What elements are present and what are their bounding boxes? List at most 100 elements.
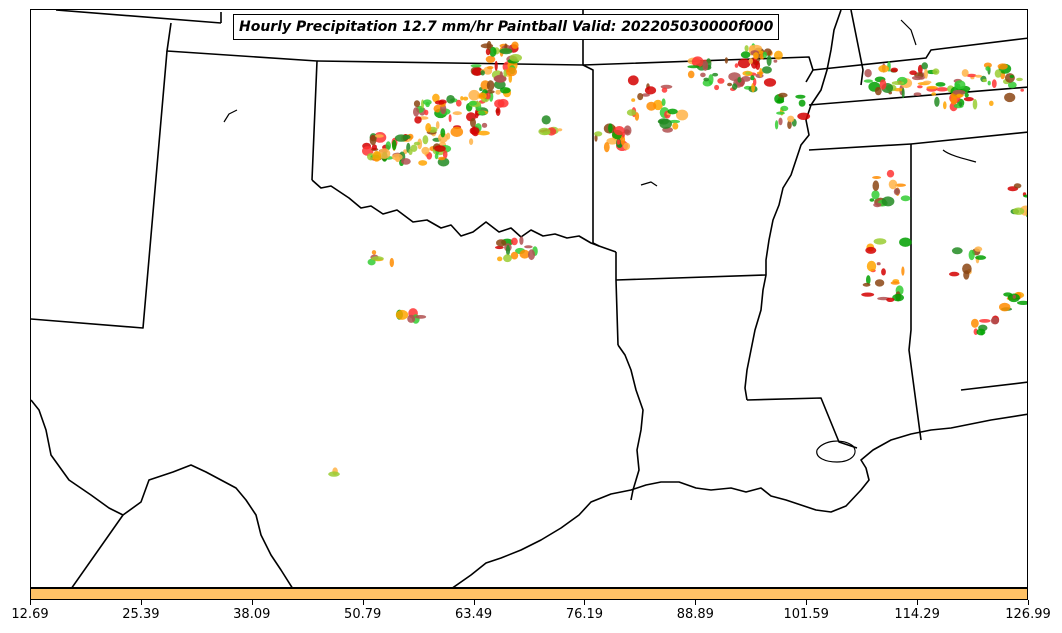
precip-blob [646, 101, 657, 111]
precip-blob [608, 123, 613, 133]
precip-blob [371, 144, 377, 151]
precip-blob [913, 92, 922, 96]
precip-blob [756, 71, 764, 75]
precip-blob [528, 249, 535, 261]
precip-blob [762, 51, 768, 59]
colorbar-tick-label: 25.39 [122, 607, 160, 622]
precip-blob [519, 236, 524, 245]
precip-blob [926, 85, 938, 90]
precip-blob [874, 86, 882, 96]
precip-blob [766, 55, 772, 67]
colorbar-tick [584, 600, 586, 605]
precip-blob [557, 128, 563, 132]
precip-blob [505, 245, 511, 256]
precip-blob [750, 75, 755, 81]
colorado-boundary [55, 10, 222, 24]
precip-blob [901, 87, 905, 99]
precip-blob [378, 148, 391, 159]
precip-blob [413, 141, 421, 146]
mississippi-river [744, 10, 842, 401]
precip-blob [1013, 183, 1022, 189]
precip-blob [924, 68, 928, 79]
kansas-south-boundary [316, 60, 584, 66]
precip-blob [951, 247, 963, 255]
precip-blob [959, 102, 963, 107]
precip-blob [886, 169, 895, 178]
precip-blob [881, 268, 886, 276]
precip-blob [367, 258, 376, 266]
precip-blob [408, 148, 413, 155]
precip-blob [874, 279, 885, 287]
precip-blob [901, 266, 905, 276]
precip-blob [871, 190, 880, 200]
precip-blob [795, 94, 806, 99]
precip-blob [921, 62, 928, 70]
precip-blob [776, 99, 785, 104]
precip-blob [1012, 207, 1025, 215]
precip-blob [452, 111, 462, 116]
precip-blob [328, 471, 340, 477]
precip-blob [413, 100, 421, 108]
precip-blob [644, 86, 657, 95]
precip-blob [669, 119, 681, 124]
precip-blob [434, 100, 445, 105]
precip-blob [691, 56, 704, 68]
ohio-river [900, 19, 917, 46]
precip-blob [435, 121, 440, 130]
precip-blob [737, 58, 751, 69]
precip-blob [468, 100, 477, 106]
precip-blob [861, 292, 875, 297]
precip-blob [541, 115, 551, 125]
precip-blob [495, 89, 501, 95]
precip-blob [385, 141, 391, 151]
sabine-river [617, 344, 644, 501]
precip-blob [621, 131, 626, 138]
precip-blob [994, 69, 1002, 78]
precip-blob [446, 95, 455, 104]
precip-blob [1009, 75, 1014, 78]
precip-blob [1020, 88, 1024, 92]
precip-blob [879, 79, 887, 90]
precip-blob [489, 46, 497, 57]
precip-blob [892, 293, 904, 302]
precip-blob [943, 101, 947, 110]
precip-blob [470, 118, 476, 128]
precip-blob [676, 109, 689, 121]
precip-blob [712, 72, 719, 77]
precip-blob [936, 87, 949, 92]
precip-blob [872, 176, 882, 179]
precip-blob [872, 180, 880, 191]
colorbar-tick [917, 600, 919, 605]
oklahoma-lake [640, 181, 658, 187]
precip-blob [486, 40, 492, 51]
precip-blob [506, 67, 517, 77]
precip-blob [983, 62, 992, 68]
precip-blob [717, 78, 725, 84]
precip-blob [499, 87, 511, 94]
precip-blob [542, 131, 551, 135]
precip-blob [780, 105, 789, 112]
precip-blob [401, 158, 411, 165]
map-panel [30, 9, 1028, 588]
precip-blob [661, 98, 666, 106]
precip-blob [493, 75, 507, 83]
precip-blob [949, 271, 960, 277]
precip-blob [403, 134, 411, 140]
precip-blob [974, 74, 983, 78]
colorbar-tick [362, 600, 364, 605]
precip-blob [899, 237, 912, 247]
arkansas-south-boundary [615, 274, 767, 281]
precip-blob [418, 160, 428, 166]
precip-blob [626, 109, 637, 116]
colorbar-tick [140, 600, 142, 605]
alabama-west-boundary [908, 144, 922, 441]
precip-blob [952, 89, 966, 95]
tennessee-south-boundary [808, 143, 912, 151]
precip-blob [1007, 81, 1017, 89]
precip-blob [954, 80, 966, 90]
precip-blob [413, 107, 420, 117]
precip-blob [990, 317, 1000, 325]
precip-blob [881, 196, 895, 207]
precip-blob [469, 138, 474, 146]
colorbar-tick [473, 600, 475, 605]
